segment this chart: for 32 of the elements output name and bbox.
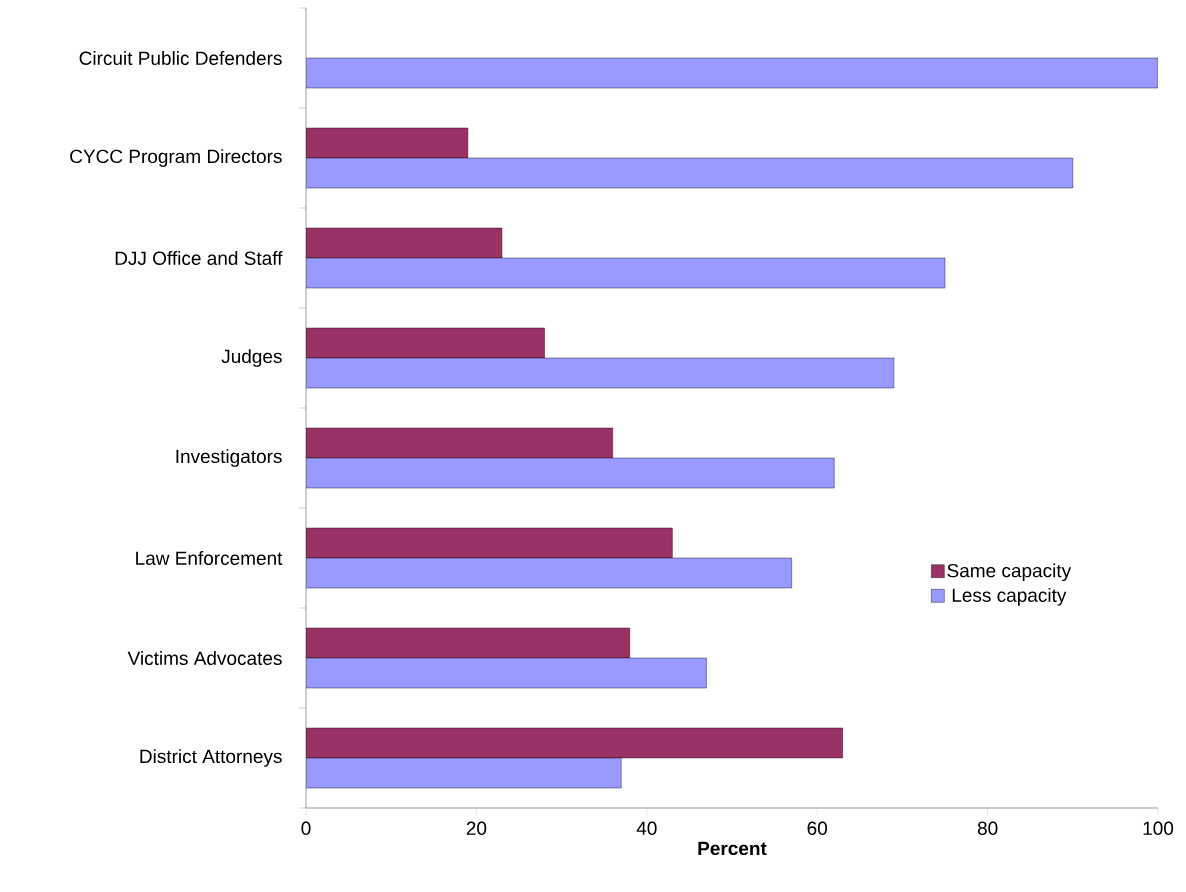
bar: [306, 127, 469, 159]
bar: [306, 357, 895, 389]
bar: [306, 557, 792, 589]
bar: [306, 627, 630, 659]
y-tick-label: DJJ Office and Staff: [115, 251, 283, 265]
x-tick-label: 0: [301, 821, 311, 835]
y-tick-label: District Attorneys: [140, 749, 282, 767]
x-tick-label: 40: [636, 821, 657, 835]
x-tick-label: 20: [466, 821, 487, 835]
y-tick-label: Judges: [221, 349, 282, 367]
y-tick-label: Law Enforcement: [136, 551, 283, 565]
y-tick-label: Investigators: [176, 449, 282, 467]
bar: [306, 57, 1159, 89]
bar: [306, 257, 946, 289]
x-tick-label: 80: [977, 821, 998, 835]
bar: [306, 227, 503, 259]
bar: [306, 157, 1073, 189]
bar: [306, 527, 673, 559]
bar: [306, 427, 613, 459]
y-tick-label: Victims Advocates: [127, 651, 282, 665]
bar: [306, 727, 843, 759]
y-tick-label: Circuit Public Defenders: [79, 51, 282, 65]
bar: [306, 657, 707, 689]
legend-label: Same capacity: [947, 563, 1072, 582]
x-tick-label: 100: [1143, 821, 1174, 835]
bar: [306, 327, 545, 359]
bar: [306, 457, 835, 489]
x-axis-title: Percent: [698, 841, 767, 856]
bar: [306, 757, 622, 789]
y-tick-label: CYCC Program Directors: [70, 149, 282, 167]
legend-label: Less capacity: [952, 588, 1067, 606]
x-tick-label: 60: [807, 821, 828, 835]
